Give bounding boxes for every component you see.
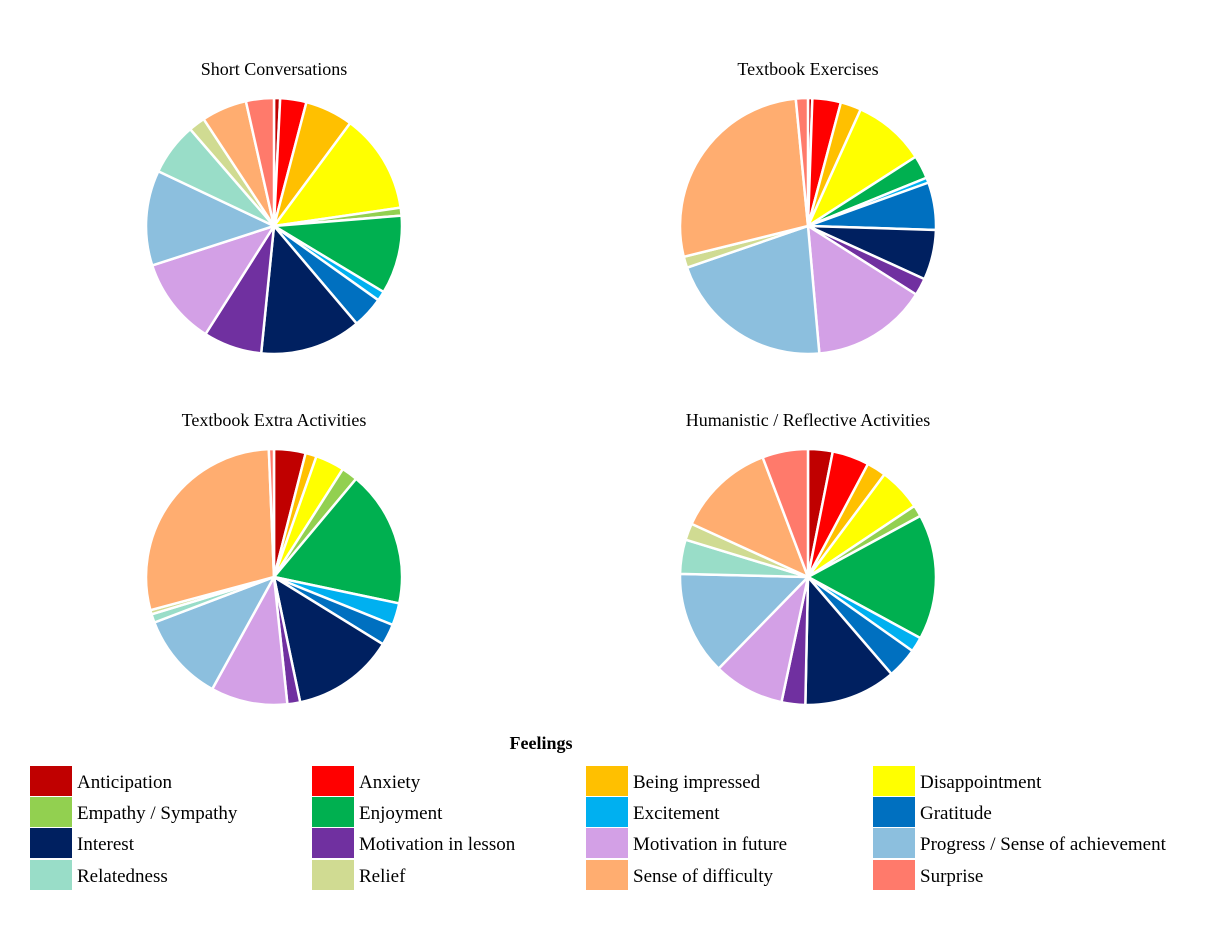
legend-label: Excitement xyxy=(633,803,720,824)
pie-title: Short Conversations xyxy=(201,59,348,79)
legend-swatch xyxy=(30,828,72,858)
legend-item-being-impressed: Being impressed xyxy=(586,766,761,796)
legend-swatch xyxy=(586,797,628,827)
legend-swatch xyxy=(873,828,915,858)
slice-surprise xyxy=(267,447,276,579)
slice-surprise xyxy=(794,96,810,228)
legend-swatch xyxy=(586,766,628,796)
legend-label: Motivation in lesson xyxy=(359,834,516,855)
legend-swatch xyxy=(873,860,915,890)
slice-sense-of-difficulty xyxy=(690,456,810,579)
pie-textbook-exercises: Textbook Exercises xyxy=(678,59,938,356)
legend-swatch xyxy=(873,766,915,796)
legend-item-sense-of-difficulty: Sense of difficulty xyxy=(586,860,774,890)
legend-label: Progress / Sense of achievement xyxy=(920,834,1167,855)
legend-label: Anxiety xyxy=(359,772,421,793)
legend-label: Motivation in future xyxy=(633,834,787,855)
legend-swatch xyxy=(30,766,72,796)
slice-interest xyxy=(259,224,359,356)
pie-charts: Short Conversations Textbook Exercises Tex… xyxy=(144,59,938,707)
legend-item-anxiety: Anxiety xyxy=(312,766,421,796)
pie-humanistic-reflective-activities: Humanistic / Reflective Activities xyxy=(678,410,938,707)
legend-item-progress-sense-of-achievement: Progress / Sense of achievement xyxy=(873,828,1167,858)
legend-label: Being impressed xyxy=(633,772,761,793)
pie-short-conversations: Short Conversations xyxy=(144,59,404,356)
slice-motivation-in-future xyxy=(806,224,918,355)
legend-label: Sense of difficulty xyxy=(633,866,774,887)
slice-progress-sense-of-achievement xyxy=(678,572,810,670)
slice-sense-of-difficulty xyxy=(678,97,810,259)
legend-swatch xyxy=(312,797,354,827)
legend-item-anticipation: Anticipation xyxy=(30,766,172,796)
slice-interest xyxy=(804,575,893,707)
legend-swatch xyxy=(586,828,628,858)
slice-enjoyment xyxy=(272,214,404,294)
legend-swatch xyxy=(312,860,354,890)
legend-item-relatedness: Relatedness xyxy=(30,860,168,890)
legend-label: Disappointment xyxy=(920,772,1042,793)
slice-progress-sense-of-achievement xyxy=(144,170,276,267)
slice-enjoyment xyxy=(272,477,404,605)
pie-title: Humanistic / Reflective Activities xyxy=(686,410,930,430)
legend-item-gratitude: Gratitude xyxy=(873,797,992,827)
slice-motivation-in-future xyxy=(210,575,289,707)
legend-label: Gratitude xyxy=(920,803,992,824)
legend-label: Relief xyxy=(359,866,406,887)
pie-textbook-extra-activities: Textbook Extra Activities xyxy=(144,410,404,707)
legend-swatch xyxy=(586,860,628,890)
slice-surprise xyxy=(761,447,810,579)
legend-label: Relatedness xyxy=(77,866,168,887)
legend-item-surprise: Surprise xyxy=(873,860,983,890)
legend-items: Anticipation Anxiety Being impressed Disapp… xyxy=(30,766,1167,890)
slice-sense-of-difficulty xyxy=(144,447,276,612)
slice-motivation-in-future xyxy=(150,224,276,336)
legend-item-disappointment: Disappointment xyxy=(873,766,1042,796)
legend-item-empathy-sympathy: Empathy / Sympathy xyxy=(30,797,238,827)
legend-item-motivation-in-lesson: Motivation in lesson xyxy=(312,828,516,858)
legend-item-excitement: Excitement xyxy=(586,797,720,827)
slice-disappointment xyxy=(272,121,402,228)
legend-item-interest: Interest xyxy=(30,828,135,858)
legend-swatch xyxy=(312,766,354,796)
legend-item-motivation-in-future: Motivation in future xyxy=(586,828,787,858)
slice-enjoyment xyxy=(806,514,938,640)
slice-progress-sense-of-achievement xyxy=(153,575,276,691)
legend-item-relief: Relief xyxy=(312,860,406,890)
slice-progress-sense-of-achievement xyxy=(685,224,821,356)
slice-interest xyxy=(272,575,385,704)
pie-title: Textbook Exercises xyxy=(737,59,878,79)
legend-swatch xyxy=(873,797,915,827)
legend-item-enjoyment: Enjoyment xyxy=(312,797,443,827)
legend-label: Interest xyxy=(77,834,135,855)
legend-label: Surprise xyxy=(920,866,983,887)
pie-title: Textbook Extra Activities xyxy=(182,410,367,430)
slice-surprise xyxy=(244,96,276,228)
legend-swatch xyxy=(30,797,72,827)
legend-swatch xyxy=(312,828,354,858)
legend: Feelings Anticipation Anxiety Being impres… xyxy=(30,733,1167,890)
legend-label: Anticipation xyxy=(77,772,172,793)
legend-label: Enjoyment xyxy=(359,803,443,824)
legend-title: Feelings xyxy=(510,733,573,753)
legend-label: Empathy / Sympathy xyxy=(77,803,238,824)
legend-swatch xyxy=(30,860,72,890)
